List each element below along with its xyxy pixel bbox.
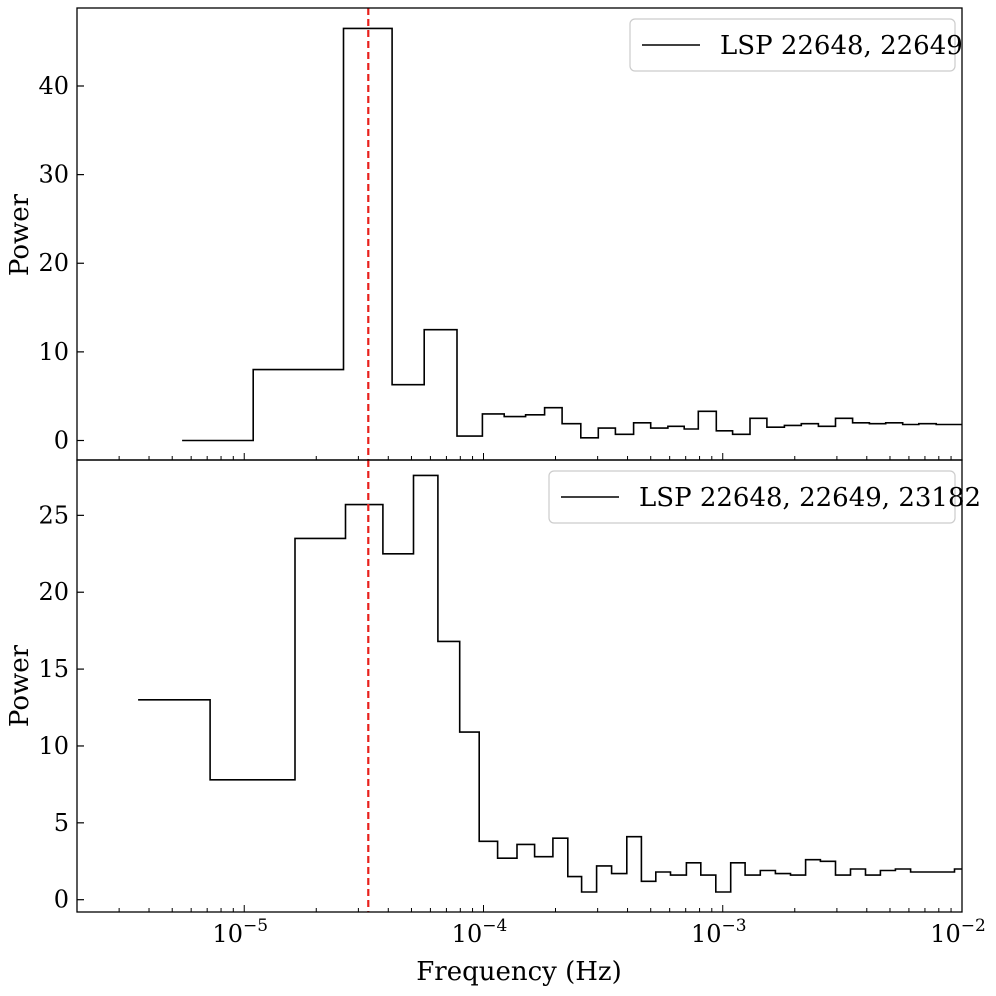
bottom-panel: 0 5 10 15 20 25 LSP 22648, 22649, 23182 10−5 10−…	[38, 459, 986, 948]
x-tick-label: 10−4	[452, 916, 508, 948]
top-panel: 0 10 20 30 40 LSP 22648, 22649	[38, 7, 963, 461]
top-y-tick-label: 0	[54, 427, 69, 455]
top-y-tick-label: 10	[38, 338, 69, 366]
bottom-axes-frame	[76, 459, 963, 913]
bottom-y-tick-label: 15	[38, 655, 69, 683]
bottom-y-tick-label: 20	[38, 578, 69, 606]
bottom-y-tick-label: 25	[38, 501, 69, 529]
top-y-tick-label: 40	[38, 72, 69, 100]
top-y-tick-label: 20	[38, 249, 69, 277]
bottom-y-axis-label: Power	[5, 644, 35, 727]
top-legend	[629, 18, 956, 72]
x-axis-label: Frequency (Hz)	[416, 957, 622, 987]
bottom-series-line-0	[138, 474, 962, 893]
x-tick-label: 10−3	[691, 916, 747, 948]
bottom-legend-label: LSP 22648, 22649, 23182	[639, 483, 981, 513]
top-axes-frame	[76, 7, 963, 461]
x-tick-label: 10−2	[930, 916, 986, 948]
bottom-y-tick-label: 5	[54, 809, 69, 837]
top-series-line-0	[182, 27, 962, 442]
bottom-y-tick-label: 10	[38, 732, 69, 760]
x-tick-label: 10−5	[212, 916, 268, 948]
top-legend-label: LSP 22648, 22649	[720, 31, 963, 61]
top-y-tick-label: 30	[38, 161, 69, 189]
bottom-y-tick-label: 0	[54, 886, 69, 914]
bottom-legend	[548, 470, 956, 524]
top-y-axis-label: Power	[5, 193, 35, 276]
